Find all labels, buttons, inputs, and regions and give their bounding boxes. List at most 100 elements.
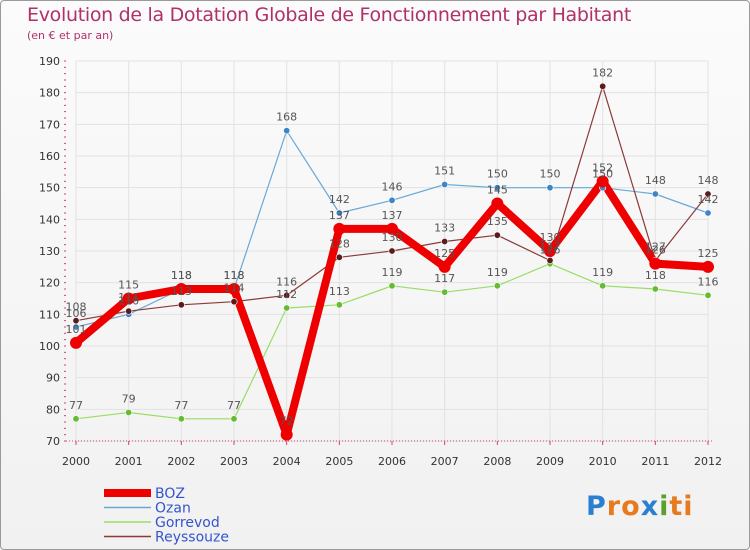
legend-label-ozan: Ozan bbox=[155, 501, 191, 517]
chart-subtitle: (en € et par an) bbox=[27, 29, 114, 42]
data-point-reyssouze bbox=[177, 301, 185, 309]
y-tick-label: 70 bbox=[46, 435, 60, 448]
data-label-reyssouze: 135 bbox=[487, 215, 508, 228]
y-tick-label: 110 bbox=[39, 308, 60, 321]
data-point-boz bbox=[228, 283, 240, 295]
data-label-gorrevod: 116 bbox=[698, 275, 719, 288]
data-point-gorrevod bbox=[388, 282, 396, 290]
data-point-gorrevod bbox=[125, 408, 133, 416]
data-point-boz bbox=[649, 257, 662, 270]
proxiti-logo: Proxiti bbox=[586, 491, 694, 522]
data-point-boz bbox=[596, 175, 609, 188]
data-point-ozan bbox=[283, 127, 291, 135]
data-label-boz: 101 bbox=[66, 323, 87, 336]
x-tick-label: 2012 bbox=[694, 455, 722, 468]
data-label-boz: 118 bbox=[171, 269, 192, 282]
data-point-boz bbox=[702, 260, 714, 273]
logo-letter: P bbox=[586, 491, 607, 522]
y-tick-label: 140 bbox=[39, 213, 60, 226]
data-label-ozan: 110 bbox=[118, 294, 139, 307]
data-point-boz bbox=[122, 292, 135, 305]
x-tick-label: 2009 bbox=[536, 455, 564, 468]
data-label-ozan: 142 bbox=[698, 193, 719, 206]
data-point-gorrevod bbox=[441, 288, 449, 296]
data-point-ozan bbox=[493, 184, 501, 192]
data-label-ozan: 150 bbox=[487, 168, 508, 181]
data-point-reyssouze bbox=[704, 190, 712, 198]
data-point-ozan bbox=[441, 181, 449, 189]
data-label-gorrevod: 119 bbox=[487, 266, 508, 279]
data-point-reyssouze bbox=[335, 253, 343, 261]
data-point-boz bbox=[70, 336, 82, 349]
data-point-ozan bbox=[335, 209, 343, 217]
logo-letter: i bbox=[683, 491, 694, 522]
y-tick-label: 150 bbox=[39, 182, 60, 195]
y-tick-label: 90 bbox=[46, 372, 60, 385]
x-tick-label: 2011 bbox=[641, 455, 669, 468]
y-tick-label: 180 bbox=[39, 87, 60, 100]
logo-letter: t bbox=[669, 491, 684, 522]
x-tick-label: 2003 bbox=[220, 455, 248, 468]
data-point-ozan bbox=[546, 184, 554, 192]
y-tick-label: 80 bbox=[46, 403, 60, 416]
data-point-reyssouze bbox=[72, 317, 80, 325]
data-label-gorrevod: 117 bbox=[434, 272, 455, 285]
data-point-gorrevod bbox=[72, 415, 80, 423]
y-tick-label: 190 bbox=[39, 55, 60, 68]
data-label-reyssouze: 148 bbox=[698, 174, 719, 187]
x-tick-label: 2004 bbox=[273, 455, 301, 468]
data-label-ozan: 150 bbox=[540, 168, 561, 181]
data-label-ozan: 151 bbox=[434, 165, 455, 178]
data-label-ozan: 146 bbox=[382, 180, 403, 193]
data-label-gorrevod: 119 bbox=[592, 266, 613, 279]
x-tick-label: 2008 bbox=[483, 455, 511, 468]
data-label-boz: 130 bbox=[540, 231, 561, 244]
data-label-reyssouze: 114 bbox=[224, 282, 245, 295]
data-label-gorrevod: 119 bbox=[382, 266, 403, 279]
x-tick-label: 2002 bbox=[167, 455, 195, 468]
data-label-ozan: 106 bbox=[66, 307, 87, 320]
data-label-reyssouze: 133 bbox=[434, 222, 455, 235]
data-label-ozan: 142 bbox=[329, 193, 350, 206]
data-label-boz: 137 bbox=[329, 209, 350, 222]
data-point-gorrevod bbox=[704, 291, 712, 299]
data-label-boz: 145 bbox=[487, 184, 508, 197]
data-label-reyssouze: 108 bbox=[66, 301, 87, 314]
data-label-reyssouze: 182 bbox=[592, 66, 613, 79]
data-label-boz: 72 bbox=[280, 415, 294, 428]
logo-letter: i bbox=[659, 491, 670, 522]
data-label-boz: 118 bbox=[224, 269, 245, 282]
y-tick-label: 100 bbox=[39, 340, 60, 353]
data-label-boz: 125 bbox=[434, 247, 455, 260]
data-point-reyssouze bbox=[546, 256, 554, 264]
data-point-reyssouze bbox=[441, 238, 449, 246]
data-label-boz: 152 bbox=[592, 161, 613, 174]
data-label-ozan: 148 bbox=[645, 174, 666, 187]
data-point-boz bbox=[333, 222, 346, 235]
y-tick-label: 130 bbox=[39, 245, 60, 258]
data-label-gorrevod: 77 bbox=[174, 399, 188, 412]
data-point-reyssouze bbox=[283, 291, 291, 299]
legend-label-boz: BOZ bbox=[155, 486, 185, 502]
legend-label-reyssouze: Reyssouze bbox=[155, 530, 229, 546]
data-point-gorrevod bbox=[599, 282, 607, 290]
data-label-boz: 137 bbox=[382, 209, 403, 222]
data-point-reyssouze bbox=[388, 247, 396, 255]
data-point-ozan bbox=[388, 196, 396, 204]
data-point-boz bbox=[491, 197, 504, 210]
data-point-ozan bbox=[704, 209, 712, 217]
data-point-reyssouze bbox=[230, 298, 238, 306]
y-tick-label: 170 bbox=[39, 118, 60, 131]
data-label-ozan: 118 bbox=[224, 269, 245, 282]
data-point-gorrevod bbox=[651, 285, 659, 293]
data-label-boz: 115 bbox=[118, 279, 139, 292]
logo-letter: o bbox=[621, 491, 641, 522]
data-label-gorrevod: 112 bbox=[276, 288, 297, 301]
data-point-boz bbox=[544, 245, 556, 257]
data-point-reyssouze bbox=[599, 82, 607, 90]
data-label-gorrevod: 77 bbox=[227, 399, 241, 412]
chart-title: Evolution de la Dotation Globale de Fonc… bbox=[27, 4, 632, 26]
data-label-gorrevod: 77 bbox=[69, 399, 83, 412]
